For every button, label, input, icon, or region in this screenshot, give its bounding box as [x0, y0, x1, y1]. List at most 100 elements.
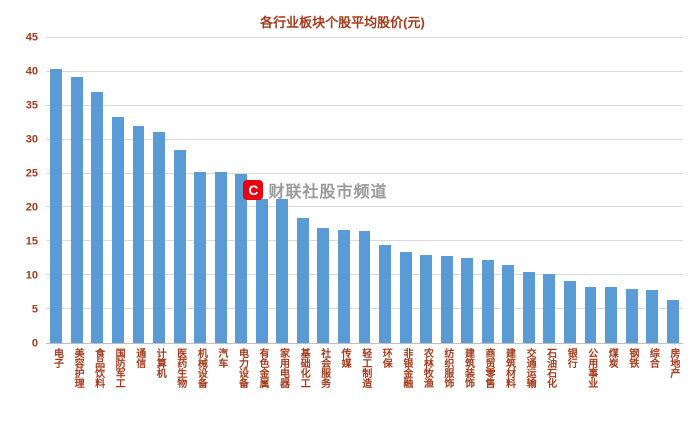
- x-axis-label: 社会服务: [318, 348, 330, 388]
- x-axis-label: 通信: [133, 348, 145, 368]
- x-axis-label: 商贸零售: [483, 348, 494, 388]
- x-axis-label: 纺织服饰: [441, 348, 453, 388]
- x-axis-label: 国防军工: [113, 348, 125, 388]
- bar: [276, 199, 289, 343]
- bar: [111, 117, 124, 343]
- bar: [153, 131, 165, 343]
- bar: [522, 271, 535, 343]
- bar-slot: [539, 38, 560, 343]
- x-axis-label: 建筑材料: [503, 348, 515, 388]
- bar-slot: [128, 38, 149, 343]
- bar-slot: [354, 38, 375, 343]
- bar: [584, 286, 597, 343]
- x-axis-label: 食品饮料: [92, 348, 104, 388]
- bar: [399, 251, 412, 343]
- gridline: [46, 172, 683, 174]
- x-axis-label: 房地产: [667, 348, 679, 378]
- bar-slot: [108, 38, 129, 343]
- bar: [255, 198, 268, 343]
- bar: [194, 171, 207, 343]
- bar-slot: [601, 38, 622, 343]
- bar-slot: [519, 38, 540, 343]
- bar-slot: [436, 38, 457, 343]
- bar-series: [46, 38, 683, 343]
- bar-slot: [231, 38, 252, 343]
- bar-slot: [67, 38, 88, 343]
- bar: [91, 92, 104, 343]
- x-axis-label: 有色金属: [256, 348, 268, 388]
- y-tick-label: 30: [25, 133, 38, 146]
- gridline: [46, 104, 683, 106]
- bar-slot: [87, 38, 108, 343]
- bar: [173, 149, 186, 343]
- bar-slot: [46, 38, 67, 343]
- bar: [420, 254, 433, 343]
- x-axis-label: 公用事业: [585, 348, 597, 388]
- x-axis: 电子 美容护理 食品饮料 国防军工 通信 计算机 医药生物 机械设备 汽车 电力设备 有色金属 家用电…: [46, 344, 683, 424]
- bar: [563, 280, 576, 343]
- y-tick-label: 25: [25, 167, 38, 180]
- x-axis-label: 机械设备: [195, 348, 207, 388]
- gridline: [46, 70, 683, 72]
- x-axis-label: 汽车: [215, 348, 227, 368]
- bar: [502, 265, 515, 343]
- bar-slot: [580, 38, 601, 343]
- bar-slot: [375, 38, 396, 343]
- bar: [214, 171, 227, 343]
- bar-slot: [251, 38, 272, 343]
- bar: [337, 229, 350, 343]
- y-tick-label: 10: [25, 269, 38, 282]
- x-axis-label: 计算机: [154, 348, 166, 378]
- bar: [379, 244, 391, 343]
- bar: [296, 217, 309, 343]
- bar-slot: [210, 38, 231, 343]
- y-tick-label: 15: [25, 235, 38, 248]
- y-tick-label: 40: [25, 65, 38, 78]
- bar-slot: [334, 38, 355, 343]
- x-axis-label: 医药生物: [174, 348, 186, 388]
- bar-slot: [190, 38, 211, 343]
- y-tick-label: 5: [31, 303, 38, 316]
- bar-slot: [662, 38, 683, 343]
- y-tick-label: 35: [25, 99, 38, 112]
- bar-slot: [169, 38, 190, 343]
- bar-slot: [313, 38, 334, 343]
- x-axis-label: 交通运输: [524, 348, 536, 388]
- bar: [50, 68, 63, 343]
- x-axis-label: 电子: [51, 348, 63, 368]
- x-axis-label: 石油石化: [544, 348, 556, 388]
- bar-slot: [395, 38, 416, 343]
- x-axis-label: 农林牧渔: [421, 348, 433, 388]
- x-axis-label: 钢铁: [626, 348, 638, 368]
- bar: [543, 273, 556, 343]
- bar-slot: [149, 38, 170, 343]
- y-tick-label: 0: [31, 337, 38, 350]
- x-axis-label: 环保: [380, 348, 392, 368]
- x-axis-label: 综合: [647, 348, 659, 368]
- y-axis: 0 5 10 15 20 25 30 35 40 45: [2, 32, 46, 349]
- bar: [646, 290, 659, 343]
- bar: [70, 77, 83, 343]
- x-axis-label: 银行: [565, 348, 577, 368]
- x-axis-label: 传媒: [339, 348, 351, 368]
- bar-slot: [272, 38, 293, 343]
- x-axis-label: 煤炭: [606, 348, 618, 368]
- gridline: [46, 138, 683, 140]
- x-axis-label: 非银金融: [400, 348, 412, 388]
- bar-slot: [457, 38, 478, 343]
- bar-slot: [621, 38, 642, 343]
- bar: [666, 300, 679, 343]
- gridline: [46, 37, 683, 38]
- chart-title: 各行业板块个股平均股价(元): [260, 15, 425, 30]
- y-tick-label: 20: [25, 201, 38, 214]
- bar: [317, 227, 330, 343]
- bar: [461, 258, 474, 343]
- bar: [440, 256, 453, 343]
- y-tick-label: 45: [25, 31, 38, 44]
- x-axis-label: 家用电器: [277, 348, 289, 388]
- x-axis-label: 电力设备: [236, 348, 248, 388]
- bar-slot: [416, 38, 437, 343]
- bar: [132, 126, 145, 343]
- x-axis-label: 建筑装饰: [462, 348, 474, 388]
